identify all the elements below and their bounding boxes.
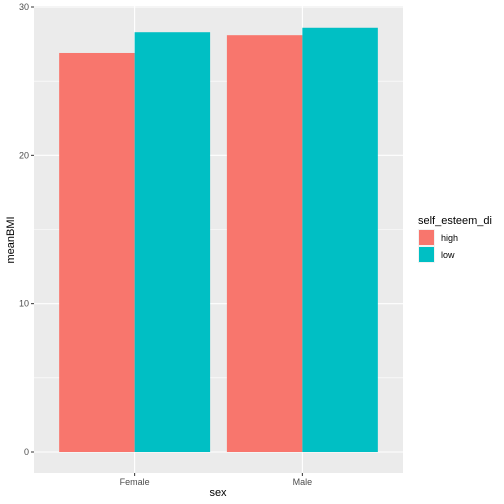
bar-low-male bbox=[302, 27, 378, 453]
legend: self_esteem_di high low bbox=[418, 215, 492, 263]
y-tick-label: 0 bbox=[24, 447, 29, 457]
bar-high-male bbox=[226, 35, 303, 452]
legend-swatch-high bbox=[419, 230, 434, 245]
x-tick-label: Male bbox=[293, 477, 313, 487]
y-axis-ticks: 0 10 20 30 bbox=[19, 2, 34, 457]
y-tick-label: 20 bbox=[19, 150, 29, 160]
bar-high-female bbox=[59, 52, 135, 452]
y-tick-label: 30 bbox=[19, 2, 29, 12]
x-axis-ticks: Female Male bbox=[120, 473, 312, 487]
x-axis-title: sex bbox=[209, 487, 227, 499]
x-tick-label: Female bbox=[120, 477, 150, 487]
legend-title: self_esteem_di bbox=[418, 215, 492, 227]
legend-label-high: high bbox=[441, 233, 458, 243]
bar-low-female bbox=[134, 32, 211, 452]
bars bbox=[59, 27, 378, 453]
legend-swatch-low bbox=[419, 247, 434, 262]
legend-label-low: low bbox=[441, 250, 455, 260]
y-axis-title: meanBMI bbox=[5, 216, 17, 263]
y-tick-label: 10 bbox=[19, 299, 29, 309]
